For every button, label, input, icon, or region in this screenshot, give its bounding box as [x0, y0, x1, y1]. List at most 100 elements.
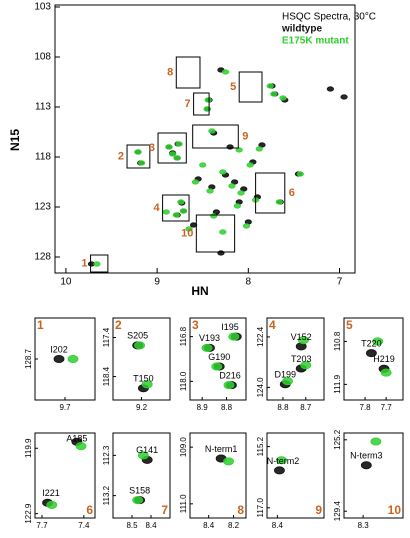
peak [185, 226, 193, 232]
peak [137, 451, 149, 460]
x-tick-label: 9.7 [59, 403, 71, 412]
peak [210, 213, 218, 219]
region-box [90, 254, 109, 273]
region-label: 7 [184, 98, 190, 110]
peak [340, 94, 348, 100]
legend-entry: wildtype [281, 24, 322, 35]
peak-label: T150 [133, 374, 154, 384]
y-tick-label: 110.8 [333, 331, 342, 351]
peak [93, 261, 101, 267]
peak-label: N-term2 [267, 456, 300, 466]
y-tick-label: 111.9 [333, 374, 342, 393]
region-label: 4 [153, 202, 160, 214]
peak [326, 86, 334, 92]
peak-label: D199 [274, 370, 296, 380]
region-box [195, 214, 236, 253]
peak [276, 456, 287, 465]
plot-area [360, 437, 382, 470]
y-tick-label: 103 [34, 2, 51, 13]
peak-label: I202 [50, 344, 68, 354]
peak [279, 95, 287, 101]
y-tick-label: 109.0 [179, 437, 188, 458]
region-label: 9 [242, 130, 248, 142]
peak [208, 128, 216, 134]
peak [173, 155, 181, 161]
peak [201, 343, 213, 352]
x-tick-label: 9.2 [136, 403, 148, 412]
x-tick-label: 7.8 [360, 403, 372, 412]
y-tick-label: 125.2 [333, 429, 342, 450]
peak [211, 362, 223, 371]
y-tick-label: 128.7 [24, 348, 33, 369]
region-box [193, 92, 210, 116]
plot-area [201, 332, 242, 390]
peak-label: H219 [373, 354, 395, 364]
x-tick-label: 8.8 [277, 403, 289, 412]
peak [132, 496, 144, 505]
x-tick-label: 8.8 [221, 403, 233, 412]
y-tick-label: 122.4 [256, 326, 265, 347]
peak [298, 336, 309, 345]
peak [282, 377, 293, 386]
x-tick-label: 8.5 [126, 521, 138, 530]
y-tick-label: 115.2 [256, 436, 265, 456]
plot-area [53, 354, 79, 363]
peak [172, 212, 180, 218]
peak-label: V152 [291, 332, 312, 342]
panel-number: 9 [315, 503, 322, 517]
legend-entry: E175K mutant [282, 36, 349, 47]
peak [228, 183, 236, 189]
plot-area [215, 454, 234, 466]
plot-area [279, 336, 312, 389]
x-tick-label: 7.7 [381, 403, 393, 412]
panel-number: 7 [161, 503, 168, 517]
peak [134, 149, 142, 155]
peak-label: G141 [136, 445, 158, 455]
x-tick-label: 7.4 [78, 521, 90, 530]
region-box [162, 194, 190, 222]
peak [138, 160, 146, 166]
peak [372, 337, 384, 346]
peak [75, 442, 87, 451]
peak [274, 466, 285, 475]
peak [270, 91, 278, 97]
x-tick-label: 7 [337, 277, 343, 288]
region-label: 1 [81, 257, 87, 269]
region-box [126, 144, 151, 169]
peak-label: G190 [208, 352, 230, 362]
peak [365, 349, 377, 358]
y-tick-label: 118.4 [102, 366, 111, 386]
panel-frame [343, 432, 404, 519]
peak [67, 354, 79, 363]
peak-label: S205 [127, 331, 148, 341]
panel-number: 4 [269, 318, 276, 332]
y-tick-label: 113 [35, 102, 51, 113]
y-tick-label: 118 [35, 152, 51, 163]
region-label: 5 [230, 81, 236, 93]
peak [217, 250, 225, 256]
peak [237, 190, 245, 196]
peak-label: N-term1 [205, 444, 238, 454]
peak [223, 381, 235, 390]
plot-frame [54, 4, 356, 274]
peak [191, 179, 200, 185]
peak [275, 199, 283, 205]
peak [370, 437, 382, 446]
peak-label: T203 [291, 354, 312, 364]
peak [165, 144, 173, 150]
panel-number: 3 [192, 318, 199, 332]
peak-label: V193 [199, 333, 220, 343]
peak-label: D216 [219, 370, 241, 380]
peak [134, 341, 146, 350]
peak [219, 169, 227, 175]
peak [255, 146, 263, 152]
x-tick-label: 8.4 [272, 521, 284, 530]
y-tick-label: 118.0 [179, 371, 188, 391]
region-box [238, 71, 263, 103]
peak [296, 171, 304, 177]
peak [233, 203, 241, 209]
peak-label: I195 [221, 322, 239, 332]
x-tick-label: 8 [246, 277, 252, 288]
region-label: 10 [181, 227, 193, 239]
